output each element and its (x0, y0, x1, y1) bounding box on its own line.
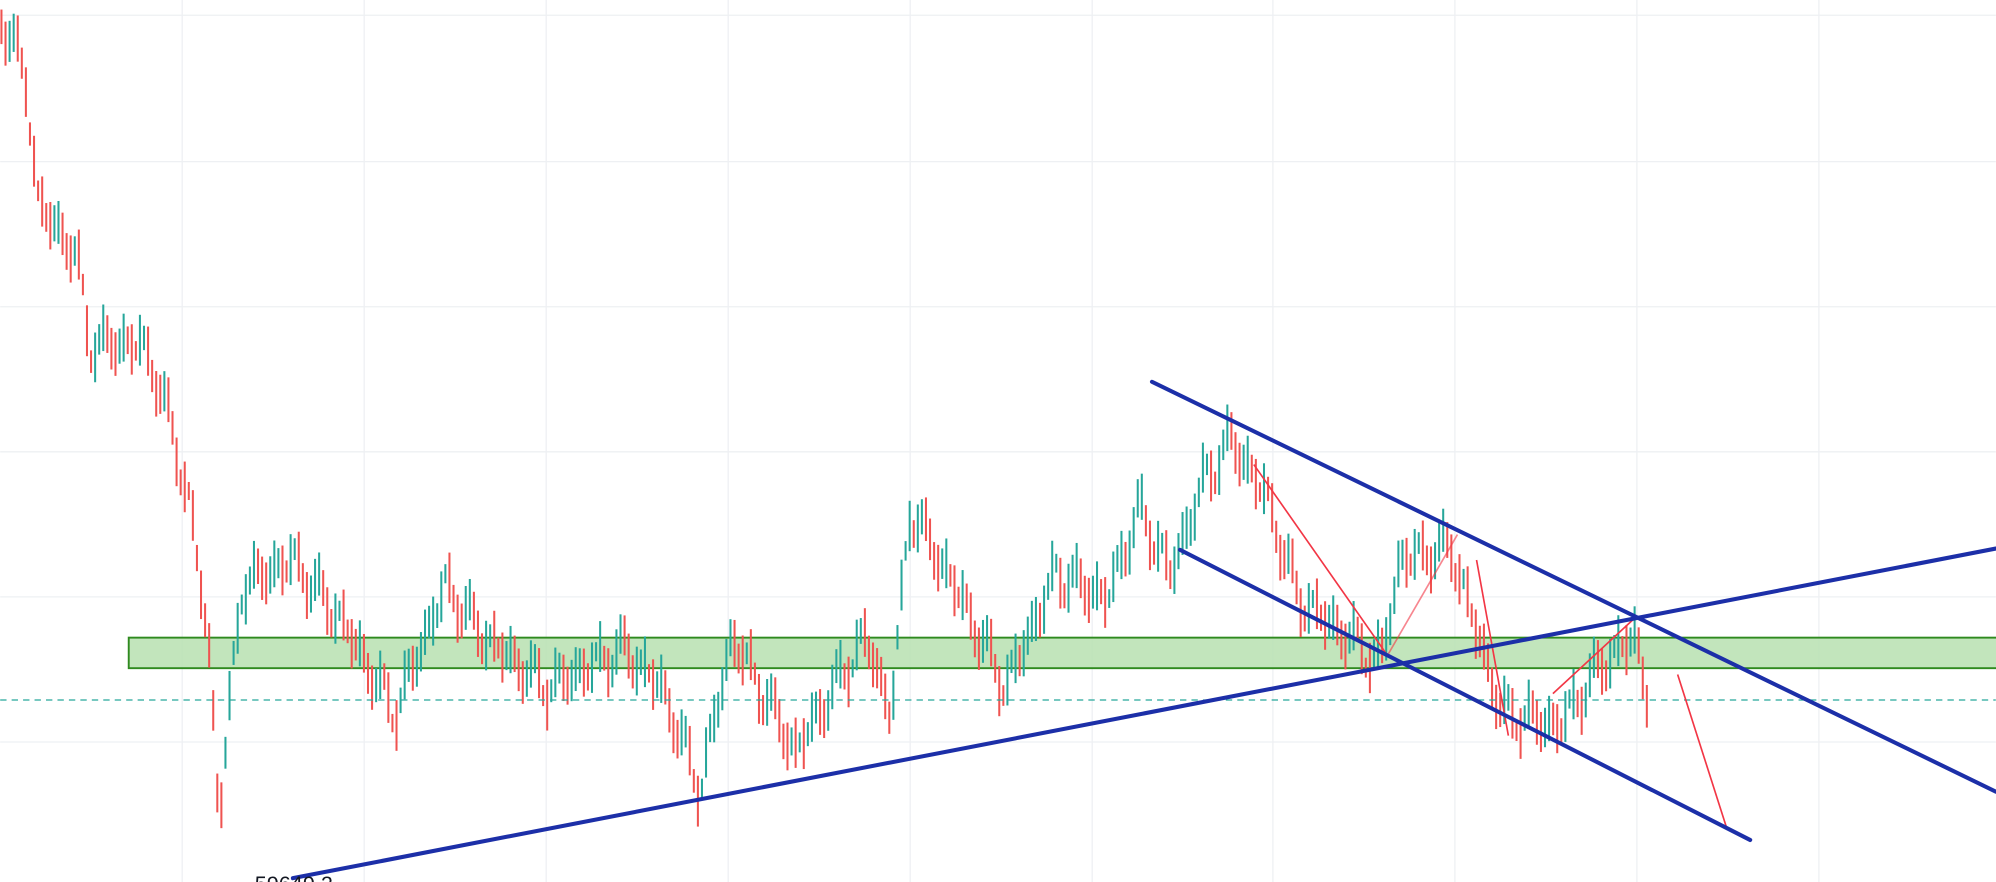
price-bars (0, 9, 1648, 829)
projection-line (1386, 534, 1459, 656)
projection-line (1552, 616, 1637, 695)
projection-line (1253, 464, 1389, 656)
trend-line (290, 546, 1996, 881)
projection-line (1676, 674, 1729, 831)
trend-line (1149, 379, 1996, 794)
trend-lines (290, 379, 1996, 881)
price-label: 59649.2 (255, 871, 333, 882)
trend-line (1177, 547, 1753, 843)
